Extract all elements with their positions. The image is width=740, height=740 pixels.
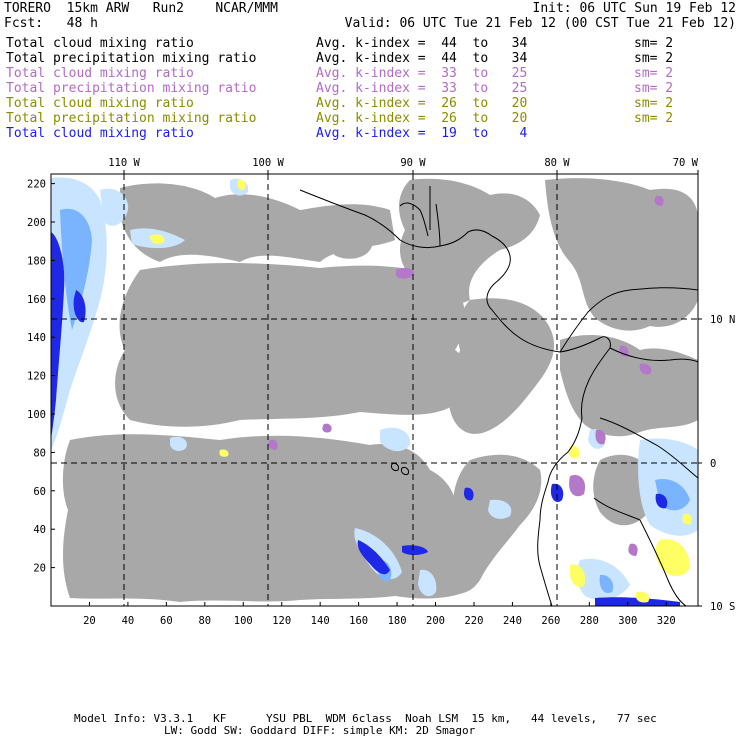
y-tick-label: 220 <box>27 179 46 191</box>
x-tick-label: 140 <box>311 615 330 627</box>
x-tick-label: 220 <box>464 615 483 627</box>
coastline <box>299 186 698 606</box>
x-tick-label: 100 <box>234 615 253 627</box>
y-tick-label: 100 <box>27 409 46 421</box>
y-tick-label: 140 <box>27 332 46 344</box>
longitude-label: 90 W <box>400 157 426 169</box>
map-ticks <box>51 170 702 607</box>
header-forecast: Fcst: 48 h <box>4 16 98 31</box>
field-kindex: Avg. k-index = 26 to 20 <box>316 111 528 126</box>
longitude-label: 100 W <box>252 157 284 169</box>
y-tick-label: 40 <box>33 524 46 536</box>
header-valid: Valid: 06 UTC Tue 21 Feb 12 (00 CST Tue … <box>344 16 736 31</box>
field-kindex: Avg. k-index = 26 to 20 <box>316 96 528 111</box>
x-tick-label: 240 <box>503 615 522 627</box>
x-tick-label: 40 <box>122 615 135 627</box>
field-name: Total cloud mixing ratio <box>6 96 194 111</box>
field-kindex: Avg. k-index = 44 to 34 <box>316 36 528 51</box>
field-name: Total cloud mixing ratio <box>6 66 194 81</box>
x-tick-label: 120 <box>272 615 291 627</box>
longitude-label: 110 W <box>108 157 140 169</box>
field-smoothing: sm= 2 <box>634 36 674 51</box>
footer-physics-info: LW: Godd SW: Goddard DIFF: simple KM: 2D… <box>164 724 476 737</box>
y-tick-label: 60 <box>33 486 46 498</box>
y-tick-label: 160 <box>27 294 46 306</box>
field-name: Total precipitation mixing ratio <box>6 51 257 66</box>
precip-field-yellow <box>150 179 692 603</box>
x-tick-label: 180 <box>388 615 407 627</box>
field-smoothing: sm= 2 <box>634 81 674 96</box>
y-tick-label: 180 <box>27 255 46 267</box>
field-name: Total cloud mixing ratio <box>6 126 194 141</box>
x-tick-label: 20 <box>83 615 96 627</box>
field-smoothing: sm= 2 <box>634 96 674 111</box>
cloud-field-dark-blue <box>51 232 680 606</box>
map-frame <box>50 173 699 607</box>
field-name: Total cloud mixing ratio <box>6 36 194 51</box>
latitude-label: 10 S <box>710 601 735 613</box>
precip-field-purple <box>268 195 664 556</box>
field-smoothing: sm= 2 <box>634 66 674 81</box>
x-tick-label: 160 <box>349 615 368 627</box>
field-smoothing: sm= 2 <box>634 51 674 66</box>
y-tick-label: 200 <box>27 217 46 229</box>
longitude-label: 80 W <box>544 157 570 169</box>
field-kindex: Avg. k-index = 33 to 25 <box>316 66 528 81</box>
x-tick-label: 280 <box>580 615 599 627</box>
header-init: Init: 06 UTC Sun 19 Feb 12 <box>532 1 737 16</box>
field-smoothing: sm= 2 <box>634 111 674 126</box>
field-kindex: Avg. k-index = 33 to 25 <box>316 81 528 96</box>
map-plot-area <box>51 174 698 606</box>
latitude-label: 10 N <box>710 314 735 326</box>
field-name: Total precipitation mixing ratio <box>6 81 257 96</box>
field-kindex: Avg. k-index = 44 to 34 <box>316 51 528 66</box>
x-tick-label: 80 <box>198 615 211 627</box>
x-tick-label: 200 <box>426 615 445 627</box>
x-tick-label: 320 <box>657 615 676 627</box>
y-tick-label: 80 <box>33 447 46 459</box>
map-labels: 20 40 60 80 100 120 140 160 180 200 220 240 260 280 30… <box>27 157 735 627</box>
y-tick-label: 120 <box>27 371 46 383</box>
x-tick-label: 260 <box>541 615 560 627</box>
latitude-label: 0 <box>710 458 716 470</box>
x-tick-label: 300 <box>618 615 637 627</box>
header-title: TORERO 15km ARW Run2 NCAR/MMM <box>4 1 278 16</box>
latlon-grid <box>51 174 698 606</box>
longitude-label: 70 W <box>673 157 699 169</box>
field-name: Total precipitation mixing ratio <box>6 111 257 126</box>
field-kindex: Avg. k-index = 19 to 4 <box>316 126 528 141</box>
footer-model-info: Model Info: V3.3.1 KF YSU PBL WDM 6class… <box>74 712 657 725</box>
y-tick-label: 20 <box>33 563 46 575</box>
x-tick-label: 60 <box>160 615 173 627</box>
